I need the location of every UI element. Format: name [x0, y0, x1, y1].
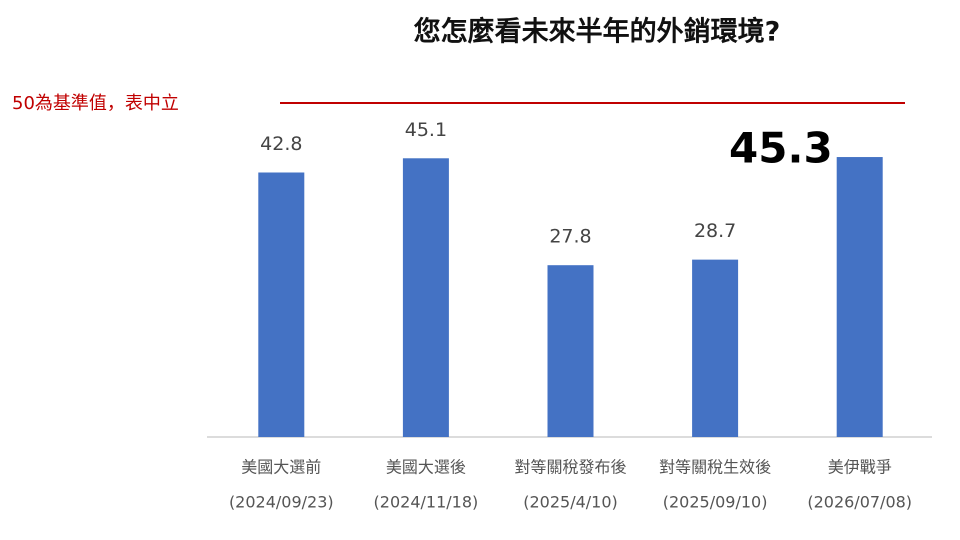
x-tick-label: (2024/11/18) [374, 493, 479, 512]
bar [258, 172, 305, 437]
x-tick-label: 對等關稅發布後 [514, 458, 626, 477]
x-tick-label: (2025/09/10) [663, 493, 768, 512]
value-label: 45.3 [729, 124, 833, 173]
x-tick-label: 美國大選前 [241, 458, 321, 477]
reference-label: 50為基準值，表中立 [12, 93, 179, 114]
value-label: 28.7 [694, 220, 736, 242]
value-label: 45.1 [405, 119, 447, 141]
x-tick-label: 美國大選後 [386, 458, 466, 477]
value-label: 27.8 [549, 226, 591, 248]
x-tick-label: 對等關稅生效後 [659, 458, 771, 477]
x-tick-label: 美伊戰爭 [828, 458, 892, 477]
bar [547, 265, 594, 437]
bar [692, 259, 739, 437]
bar [836, 157, 883, 437]
chart-title: 您怎麼看未來半年的外銷環境? [414, 16, 781, 48]
x-tick-label: (2026/07/08) [807, 493, 912, 512]
x-tick-label: (2025/4/10) [523, 493, 618, 512]
bar [402, 158, 449, 438]
value-label: 42.8 [260, 133, 302, 155]
x-tick-label: (2024/09/23) [229, 493, 334, 512]
